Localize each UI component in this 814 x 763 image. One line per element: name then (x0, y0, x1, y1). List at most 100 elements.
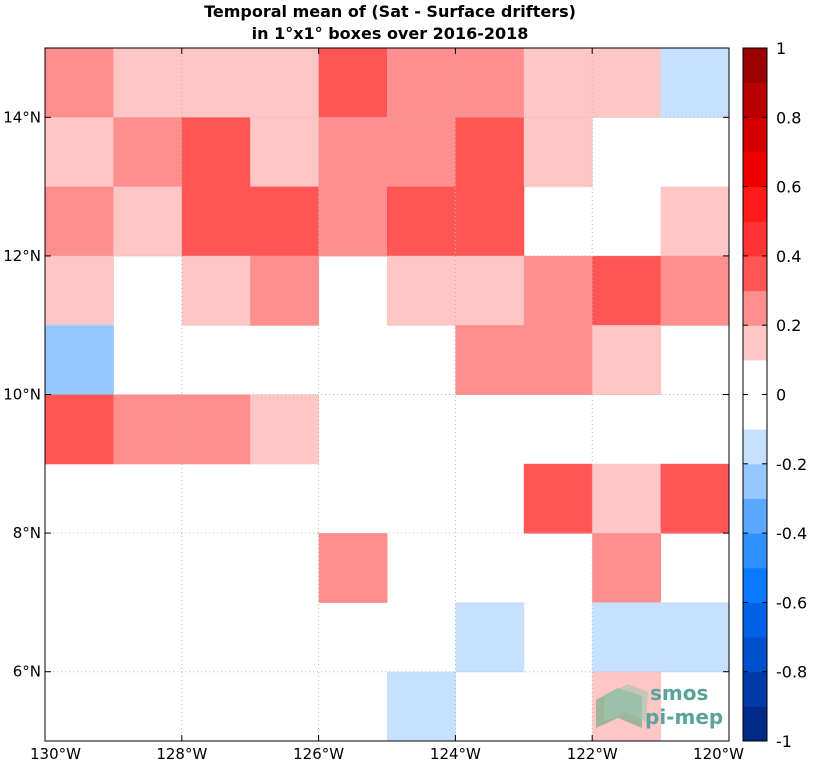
colorbar-tick-label: -0.8 (776, 663, 807, 682)
logo: smos pi-mep (596, 681, 723, 729)
heatmap-cell (592, 463, 662, 534)
heatmap-cell (318, 48, 388, 118)
colorbar-segment (743, 117, 767, 153)
colorbar-segment (743, 602, 767, 638)
x-tick-label: 130°W (30, 745, 81, 763)
heatmap-cell (387, 117, 456, 188)
heatmap-cell (592, 602, 662, 673)
colorbar-tick-label: 0 (776, 386, 786, 405)
heatmap-cell (113, 48, 183, 118)
x-axis: 130°W 128°W 126°W 124°W 122°W 120°W (30, 48, 744, 763)
colorbar-segment (743, 706, 767, 742)
colorbar-ticks: 1 0.8 0.6 0.4 0.2 0 -0.2 -0.4 -0.6 -0.8 -1 (743, 39, 807, 751)
heatmap-cell (660, 602, 730, 673)
colorbar-tick-label: 1 (776, 39, 786, 58)
heatmap-cell (523, 117, 593, 188)
heatmap-cell (250, 186, 320, 257)
heatmap-cells (45, 48, 730, 742)
heatmap-cell (455, 186, 525, 257)
heatmap-cell (387, 186, 456, 257)
colorbar-tick-label: -0.6 (776, 593, 807, 612)
heatmap-cell (181, 48, 251, 118)
x-tick-label: 128°W (156, 745, 207, 763)
x-tick-label: 122°W (567, 745, 618, 763)
colorbar-segment (743, 48, 767, 84)
y-tick-label: 8°N (13, 524, 41, 542)
heatmap-cell (45, 394, 114, 465)
heatmap-cell (387, 255, 456, 326)
heatmap-cell (181, 186, 251, 257)
heatmap-cell (318, 186, 388, 257)
heatmap-cell (250, 48, 320, 118)
colorbar-segment (743, 290, 767, 326)
colorbar-segment (743, 394, 767, 430)
heatmap-cell (455, 48, 525, 118)
colorbar-segment (743, 498, 767, 534)
colorbar-tick-label: -0.2 (776, 455, 807, 474)
heatmap-cell (660, 463, 730, 534)
x-tick-label: 120°W (693, 745, 744, 763)
heatmap-cell (113, 394, 183, 465)
colorbar-segment (743, 359, 767, 395)
heatmap-cell (181, 394, 251, 465)
heatmap-cell (318, 533, 388, 603)
heatmap-cell (45, 186, 114, 257)
heatmap-cell (113, 117, 183, 188)
colorbar-segment (743, 671, 767, 707)
heatmap-cell (455, 602, 525, 673)
heatmap-cell (660, 48, 730, 118)
heatmap-cell (523, 48, 593, 118)
heatmap-cell (250, 394, 320, 465)
heatmap-cell (523, 325, 593, 395)
heatmap-cell (592, 325, 662, 395)
heatmap-cell (387, 671, 456, 742)
colorbar-tick-label: 0.6 (776, 178, 801, 197)
colorbar-segment (743, 567, 767, 603)
colorbar-segment (743, 255, 767, 292)
heatmap-cell (592, 255, 662, 326)
y-axis: 6°N 8°N 10°N 12°N 14°N (3, 108, 729, 681)
logo-waves-icon (596, 684, 648, 728)
colorbar-segment (743, 637, 767, 673)
heatmap-cell (660, 255, 730, 326)
heatmap-cell (45, 325, 114, 395)
colorbar-segment (743, 325, 767, 361)
y-tick-label: 14°N (3, 108, 41, 126)
heatmap-cell (592, 533, 662, 603)
heatmap-cell (45, 255, 114, 326)
colorbar-segment (743, 151, 767, 188)
heatmap-cell (113, 186, 183, 257)
colorbar (743, 48, 767, 742)
colorbar-segment (743, 463, 767, 499)
logo-line1: smos (650, 681, 708, 705)
heatmap-cell (181, 117, 251, 188)
colorbar-segment (743, 186, 767, 222)
x-tick-label: 124°W (430, 745, 481, 763)
heatmap-cell (318, 117, 388, 188)
heatmap-cell (455, 255, 525, 326)
colorbar-segment (743, 221, 767, 257)
colorbar-tick-label: -1 (776, 732, 792, 751)
colorbar-tick-label: 0.8 (776, 108, 801, 127)
heatmap-cell (387, 48, 456, 118)
heatmap-cell (523, 463, 593, 534)
colorbar-tick-label: 0.2 (776, 316, 801, 335)
colorbar-segment (743, 82, 767, 118)
heatmap-cell (455, 325, 525, 395)
heatmap-cell (45, 48, 114, 118)
heatmap-cell (455, 117, 525, 188)
y-tick-label: 6°N (13, 663, 41, 681)
chart-title-line1: Temporal mean of (Sat - Surface drifters… (204, 2, 576, 21)
colorbar-segment (743, 429, 767, 465)
y-tick-label: 12°N (3, 247, 41, 265)
chart-title-line2: in 1°x1° boxes over 2016-2018 (252, 24, 529, 43)
heatmap-cell (250, 117, 320, 188)
colorbar-tick-label: 0.4 (776, 247, 801, 266)
heatmap-cell (523, 255, 593, 326)
heatmap-cell (592, 48, 662, 118)
colorbar-tick-label: -0.4 (776, 524, 807, 543)
heatmap-cell (660, 186, 730, 257)
logo-line2: pi-mep (645, 705, 723, 729)
colorbar-segment (743, 533, 767, 569)
